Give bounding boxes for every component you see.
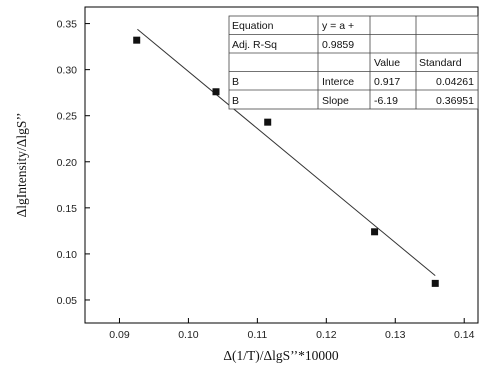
data-points (133, 36, 439, 287)
y-tick-label: 0.10 (57, 249, 78, 261)
data-point (431, 279, 439, 287)
data-point (264, 118, 272, 126)
stats-table: Equation y = a + Adj. R-Sq 0.9859 Value … (228, 15, 479, 110)
y-tick-label: 0.15 (57, 203, 78, 215)
table-header-standard: Standard (419, 57, 462, 69)
table-cell-intercept-name: Interce (322, 76, 354, 88)
table-cell-slope-error: 0.36951 (436, 95, 474, 107)
table-cell-intercept-value: 0.917 (374, 76, 400, 88)
y-axis-ticks: 0.05 0.10 0.15 0.20 0.25 0.30 0.35 (57, 19, 90, 307)
x-tick-label: 0.14 (454, 329, 475, 341)
table-cell-equation-label: Equation (232, 20, 274, 32)
table-cell-adj-rsq-value: 0.9859 (322, 39, 354, 51)
x-axis-title: Δ(1/T)/ΔlgS’’*10000 (223, 348, 339, 363)
y-tick-label: 0.05 (57, 295, 78, 307)
plot-frame (84, 6, 479, 324)
table-cell-intercept-error: 0.04261 (436, 76, 474, 88)
y-tick-label: 0.35 (57, 19, 78, 31)
y-axis-title: ΔlgIntensity/ΔlgS’’ (14, 113, 29, 218)
x-tick-label: 0.10 (178, 329, 199, 341)
y-tick-label: 0.30 (57, 65, 78, 77)
x-tick-label: 0.09 (109, 329, 130, 341)
table-cell-b-intercept-label: B (232, 76, 239, 88)
x-tick-label: 0.11 (248, 329, 268, 341)
y-tick-label: 0.20 (57, 157, 78, 169)
x-axis-ticks: 0.09 0.10 0.11 0.12 0.13 0.14 (109, 318, 475, 341)
data-point (133, 36, 141, 44)
stats-table-frame (228, 15, 479, 110)
data-point (371, 228, 379, 236)
table-cell-slope-name: Slope (322, 95, 349, 107)
regression-line (137, 28, 436, 277)
table-cell-equation-value: y = a + (322, 20, 354, 32)
x-tick-label: 0.12 (316, 329, 337, 341)
table-header-value: Value (374, 57, 400, 69)
table-cell-b-slope-label: B (232, 95, 239, 107)
table-cell-slope-value: -6.19 (374, 95, 398, 107)
table-cell-adj-rsq-label: Adj. R-Sq (232, 39, 277, 51)
x-tick-label: 0.13 (385, 329, 406, 341)
y-tick-label: 0.25 (57, 111, 78, 123)
data-point (212, 88, 220, 96)
